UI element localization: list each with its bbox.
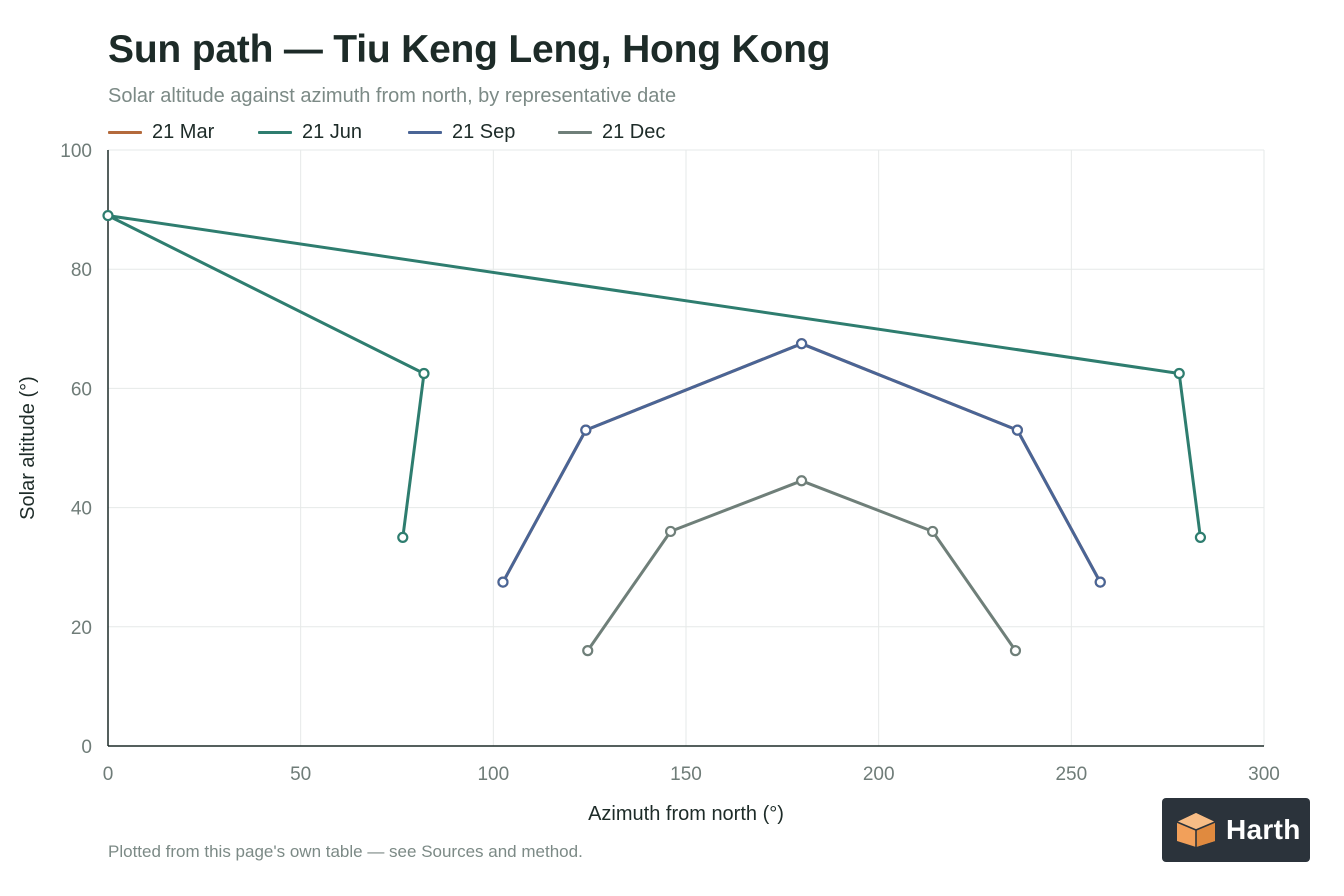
y-tick-label: 60 bbox=[71, 379, 92, 400]
axes: 0 50 100 150 200 250 300 0 20 40 60 80 100 bbox=[60, 141, 1280, 785]
legend-item-mar[interactable]: 21 Mar bbox=[108, 120, 214, 144]
data-point-21-sep[interactable] bbox=[580, 424, 592, 436]
chart-title: Sun path — Tiu Keng Leng, Hong Kong bbox=[108, 28, 831, 71]
data-point-21-sep[interactable] bbox=[1011, 424, 1023, 436]
series-points bbox=[102, 209, 1207, 657]
series-line-21-jun bbox=[106, 214, 1202, 539]
x-tick-label: 0 bbox=[103, 764, 114, 785]
legend-item-dec[interactable]: 21 Dec bbox=[558, 120, 665, 144]
x-tick-label: 300 bbox=[1248, 764, 1280, 785]
data-point-21-jun[interactable] bbox=[418, 367, 430, 380]
data-point-21-sep[interactable] bbox=[795, 338, 808, 350]
chart-subtitle: Solar altitude against azimuth from nort… bbox=[108, 85, 677, 107]
x-tick-label: 50 bbox=[290, 764, 311, 785]
legend-item-jun[interactable]: 21 Jun bbox=[258, 120, 362, 144]
x-tick-label: 250 bbox=[1055, 764, 1087, 785]
data-point-21-sep[interactable] bbox=[497, 576, 509, 588]
data-point-21-dec[interactable] bbox=[1009, 645, 1022, 657]
series-lines bbox=[106, 214, 1202, 653]
data-point-21-dec[interactable] bbox=[927, 525, 939, 538]
y-tick-label: 80 bbox=[71, 260, 92, 281]
data-point-21-sep[interactable] bbox=[1094, 576, 1106, 588]
data-point-21-jun[interactable] bbox=[1173, 367, 1185, 380]
y-tick-label: 0 bbox=[81, 737, 92, 758]
footnote: Plotted from this page's own table — see… bbox=[108, 842, 583, 861]
x-tick-label: 200 bbox=[863, 764, 895, 785]
legend-item-sep[interactable]: 21 Sep bbox=[408, 120, 515, 144]
y-axis-title: Solar altitude (°) bbox=[17, 376, 39, 520]
x-tick-label: 150 bbox=[670, 764, 702, 785]
legend-label-sep: 21 Sep bbox=[452, 120, 516, 143]
legend-label-jun: 21 Jun bbox=[302, 120, 363, 143]
data-point-21-dec[interactable] bbox=[795, 475, 808, 487]
legend-swatch-dec bbox=[558, 130, 592, 134]
harth-logo-badge[interactable]: Harth bbox=[1162, 798, 1310, 862]
data-point-21-jun[interactable] bbox=[102, 209, 114, 222]
data-point-21-dec[interactable] bbox=[582, 645, 594, 657]
legend-swatch-mar bbox=[108, 130, 142, 134]
legend-swatch-sep bbox=[408, 130, 442, 134]
y-tick-label: 40 bbox=[71, 499, 92, 520]
series-line-21-mar bbox=[501, 342, 1102, 584]
data-point-21-jun[interactable] bbox=[397, 531, 409, 544]
logo-text: Harth bbox=[1226, 814, 1301, 845]
x-tick-label: 100 bbox=[477, 764, 509, 785]
series-line-21-sep bbox=[501, 342, 1102, 584]
y-tick-label: 20 bbox=[71, 618, 92, 639]
legend-swatch-jun bbox=[258, 130, 292, 134]
x-axis-title: Azimuth from north (°) bbox=[588, 803, 784, 825]
legend-label-mar: 21 Mar bbox=[152, 120, 215, 143]
legend-label-dec: 21 Dec bbox=[602, 120, 666, 143]
series-line-21-dec bbox=[586, 479, 1017, 653]
y-tick-label: 100 bbox=[60, 141, 92, 162]
data-point-21-jun[interactable] bbox=[1194, 531, 1207, 544]
data-point-21-dec[interactable] bbox=[664, 525, 677, 538]
grid-lines bbox=[108, 149, 1265, 746]
orange-cube-icon bbox=[1176, 813, 1216, 847]
